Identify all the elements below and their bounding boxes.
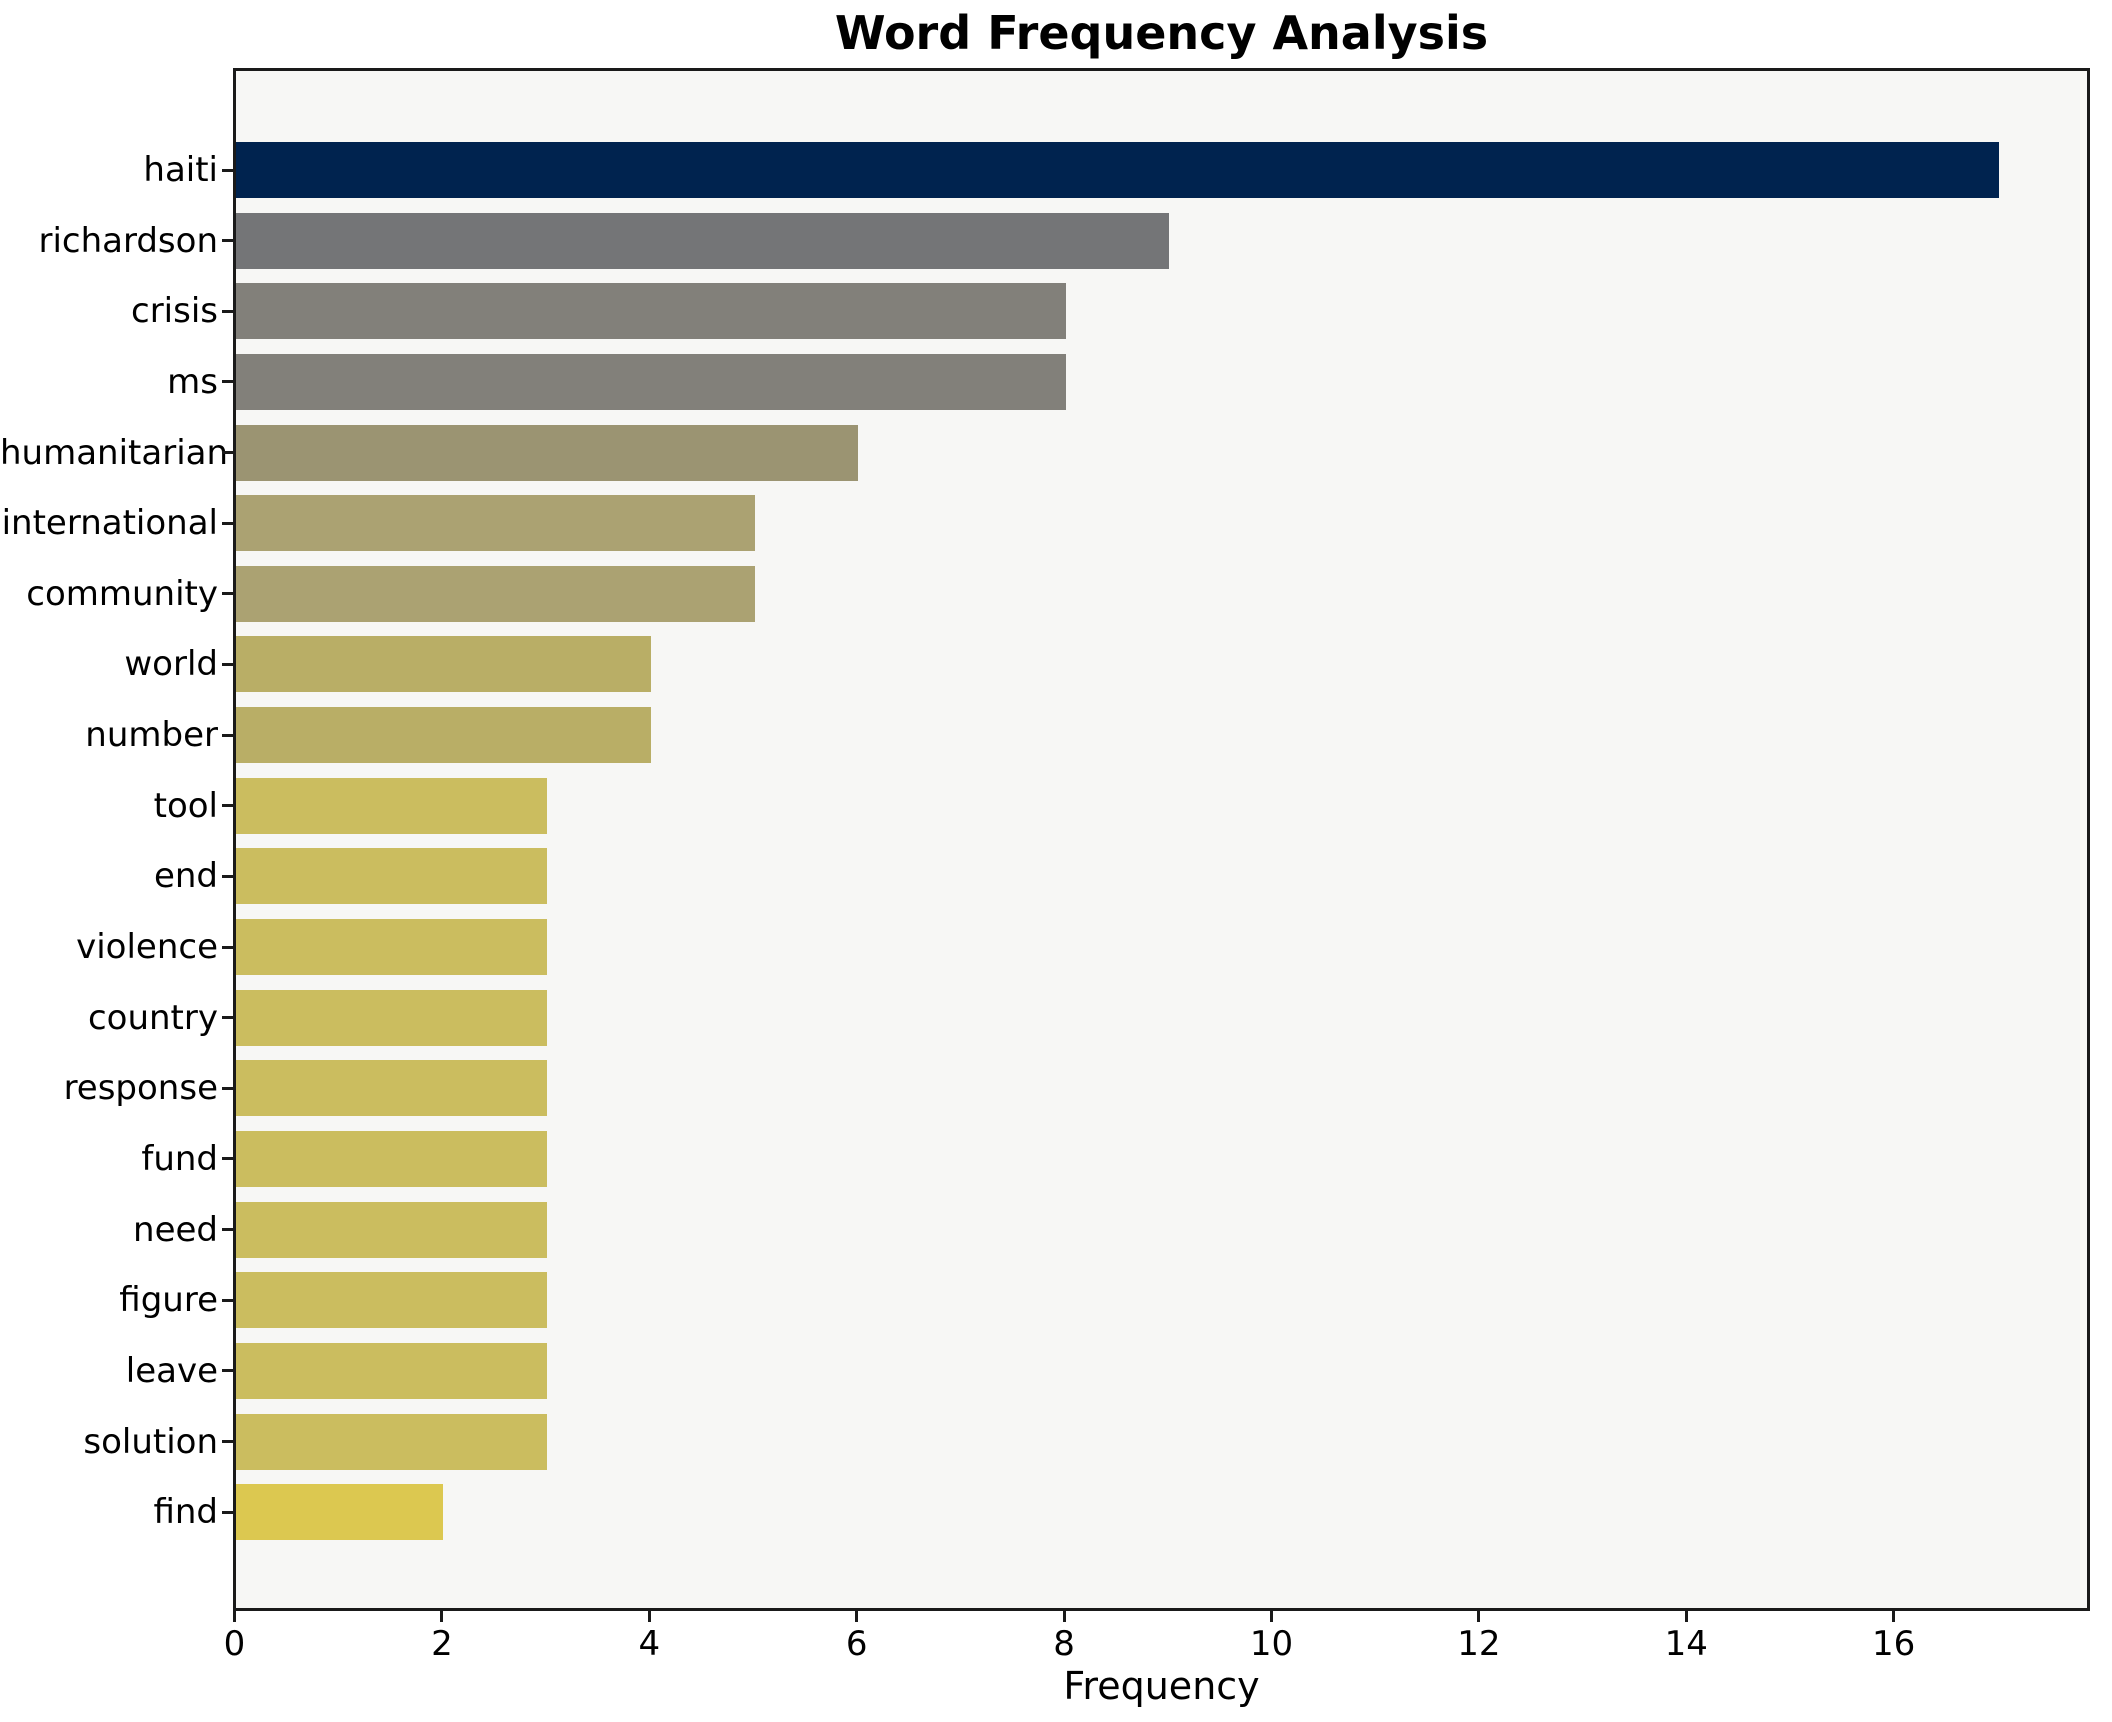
x-tick-mark xyxy=(233,1611,236,1622)
y-tick-label-international: international xyxy=(1,503,218,544)
y-tick-label-fund: fund xyxy=(141,1138,218,1179)
x-tick-mark xyxy=(1062,1611,1066,1622)
y-tick-mark xyxy=(222,168,233,172)
bar-find xyxy=(236,1484,444,1541)
y-tick-mark xyxy=(222,451,233,455)
y-tick-mark xyxy=(222,874,233,878)
y-tick-mark xyxy=(222,1440,233,1444)
x-tick-mark xyxy=(855,1611,859,1622)
bar-fund xyxy=(236,1130,548,1187)
y-tick-label-need: need xyxy=(133,1209,218,1250)
y-tick-mark xyxy=(222,1510,233,1514)
bar-violence xyxy=(236,919,548,976)
y-tick-label-humanitarian: humanitarian xyxy=(0,432,229,473)
plot-area xyxy=(233,68,2090,1611)
x-tick-mark xyxy=(1892,1611,1896,1622)
x-tick-mark xyxy=(440,1611,444,1622)
y-tick-label-crisis: crisis xyxy=(131,291,218,332)
bar-response xyxy=(236,1060,548,1117)
bar-international xyxy=(236,495,755,552)
bar-figure xyxy=(236,1272,548,1329)
x-tick-mark xyxy=(1684,1611,1688,1622)
y-tick-mark xyxy=(222,1086,233,1090)
y-tick-label-community: community xyxy=(26,573,218,614)
y-tick-mark xyxy=(222,1228,233,1232)
y-tick-label-end: end xyxy=(153,856,218,897)
y-tick-label-violence: violence xyxy=(76,927,218,968)
y-tick-mark xyxy=(222,945,233,949)
y-tick-label-figure: figure xyxy=(119,1280,218,1321)
bar-haiti xyxy=(236,142,1999,198)
bar-crisis xyxy=(236,283,1066,340)
y-tick-mark xyxy=(222,1016,233,1020)
y-tick-label-world: world xyxy=(124,644,218,685)
y-tick-mark xyxy=(222,804,233,808)
x-tick-mark xyxy=(647,1611,651,1622)
x-tick-mark xyxy=(1270,1611,1273,1622)
bar-end xyxy=(236,848,548,905)
bar-world xyxy=(236,636,651,693)
y-tick-label-find: find xyxy=(153,1492,218,1533)
bar-leave xyxy=(236,1342,548,1399)
x-tick-label-8: 8 xyxy=(1053,1624,1075,1664)
y-tick-mark xyxy=(222,1298,233,1302)
y-tick-mark xyxy=(222,662,233,666)
y-tick-mark xyxy=(222,592,233,596)
x-tick-label-16: 16 xyxy=(1872,1624,1916,1664)
bar-country xyxy=(236,989,548,1046)
y-tick-label-richardson: richardson xyxy=(38,220,218,261)
x-tick-label-2: 2 xyxy=(431,1624,453,1664)
bar-tool xyxy=(236,777,548,834)
bar-community xyxy=(236,565,755,622)
chart-title: Word Frequency Analysis xyxy=(834,6,1489,60)
y-tick-label-country: country xyxy=(87,997,218,1038)
y-tick-mark xyxy=(222,1157,233,1161)
y-tick-label-haiti: haiti xyxy=(143,150,218,190)
y-tick-mark xyxy=(222,1369,233,1373)
y-tick-label-response: response xyxy=(63,1068,218,1109)
y-tick-mark xyxy=(222,309,233,313)
x-axis-label: Frequency xyxy=(1063,1664,1260,1708)
x-tick-label-10: 10 xyxy=(1249,1624,1294,1664)
y-tick-mark xyxy=(222,733,233,737)
x-tick-label-14: 14 xyxy=(1664,1624,1708,1664)
bar-solution xyxy=(236,1413,548,1470)
bar-number xyxy=(236,707,651,764)
y-tick-label-solution: solution xyxy=(83,1421,218,1462)
y-tick-label-ms: ms xyxy=(167,361,218,402)
y-tick-label-number: number xyxy=(85,715,218,756)
x-tick-label-6: 6 xyxy=(845,1624,868,1664)
y-tick-label-leave: leave xyxy=(125,1350,218,1391)
y-tick-label-tool: tool xyxy=(153,785,218,826)
y-tick-mark xyxy=(222,521,233,525)
bar-need xyxy=(236,1201,548,1258)
x-tick-mark xyxy=(1477,1611,1481,1622)
bar-richardson xyxy=(236,212,1170,269)
x-tick-label-12: 12 xyxy=(1457,1624,1501,1664)
x-tick-label-4: 4 xyxy=(638,1624,661,1664)
bar-ms xyxy=(236,353,1066,410)
bar-humanitarian xyxy=(236,424,859,481)
y-tick-mark xyxy=(222,239,233,243)
x-tick-label-0: 0 xyxy=(223,1624,246,1664)
y-tick-mark xyxy=(222,380,233,384)
